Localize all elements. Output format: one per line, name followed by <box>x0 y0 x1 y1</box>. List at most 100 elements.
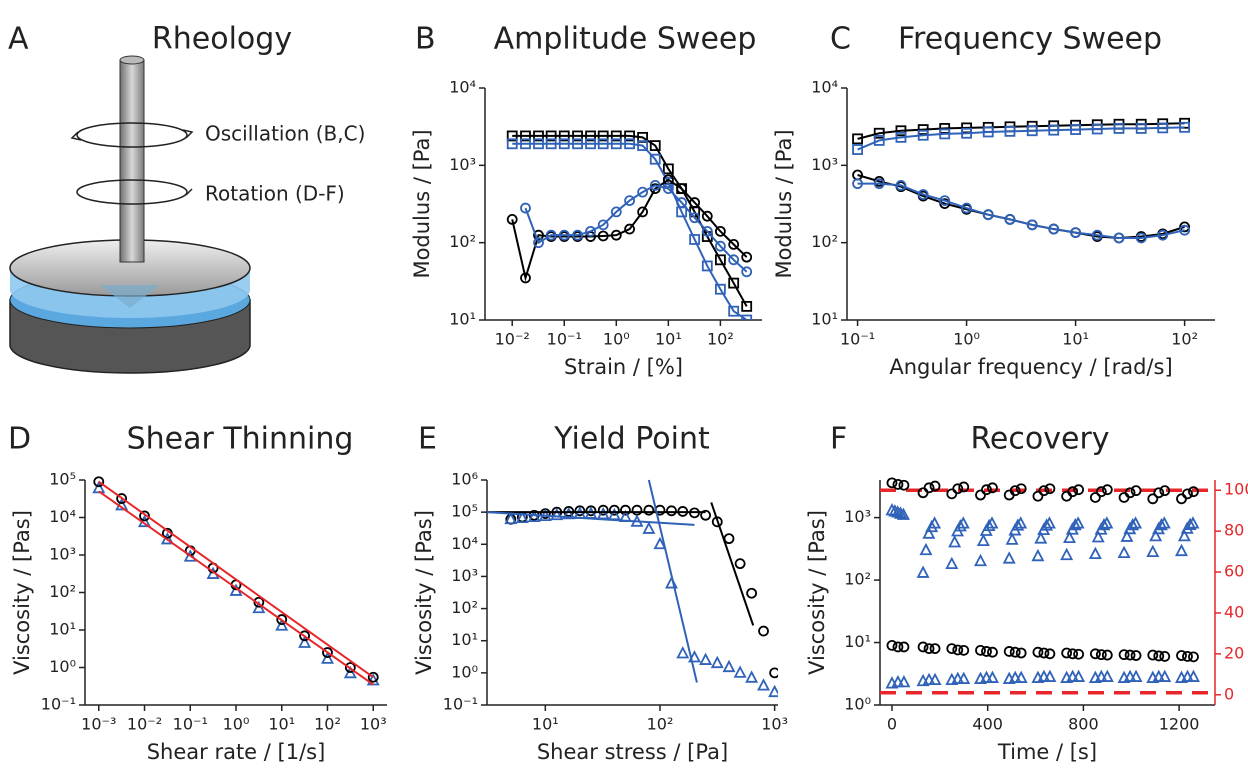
data-point <box>689 234 701 245</box>
data-point <box>701 225 713 237</box>
data-point <box>982 209 994 221</box>
data-point <box>1063 530 1077 543</box>
data-point <box>1157 122 1169 134</box>
plot-area <box>92 476 380 686</box>
data-point <box>1179 121 1191 133</box>
data-point <box>701 210 713 222</box>
data-point <box>637 206 648 218</box>
data-point <box>1120 529 1134 542</box>
data-point <box>1153 650 1165 662</box>
data-point <box>1089 648 1101 660</box>
data-point <box>139 510 150 522</box>
data-point <box>917 487 929 499</box>
data-point <box>1060 547 1074 561</box>
chart-panel: C Frequency Sweep 10⁻¹ 10⁰ 10¹ 10² 10¹ 10² 10³ 10… <box>772 22 1215 379</box>
data-point <box>710 655 724 669</box>
data-point <box>506 130 518 142</box>
data-point <box>585 130 596 142</box>
data-point <box>572 229 583 241</box>
data-point <box>1118 649 1130 661</box>
data-point <box>1097 517 1111 531</box>
chart-title: Recovery <box>970 422 1109 457</box>
data-point <box>987 482 998 494</box>
data-point <box>1014 670 1028 683</box>
y-tick-label: 10⁻¹ <box>41 695 76 714</box>
x-tick-label: 1200 <box>1159 715 1200 734</box>
data-point <box>1154 517 1168 531</box>
data-point <box>873 178 885 190</box>
y-tick-label: 10³ <box>449 155 476 174</box>
x-tick-label: 10³ <box>761 715 788 734</box>
data-point <box>275 618 289 631</box>
y-axis-label: Modulus / [Pa] <box>772 129 796 278</box>
diagram-label: Oscillation (B,C) <box>205 122 365 146</box>
data-point <box>898 479 910 491</box>
data-point <box>93 476 105 488</box>
data-point <box>987 646 998 658</box>
data-point <box>653 536 667 550</box>
data-point <box>929 643 941 654</box>
data-point <box>320 651 334 664</box>
y-tick-label: 10² <box>451 598 478 617</box>
data-point <box>923 643 935 654</box>
data-point <box>1179 224 1191 236</box>
data-point <box>1042 516 1056 529</box>
data-point <box>1135 232 1147 244</box>
data-point <box>733 665 747 678</box>
data-point <box>1004 213 1016 225</box>
data-point <box>886 477 898 489</box>
x-tick-label: 10¹ <box>655 330 682 349</box>
panel-letter: A <box>8 22 29 57</box>
data-point <box>769 667 778 679</box>
data-point <box>1073 484 1085 496</box>
data-point <box>649 140 661 151</box>
data-point <box>624 138 635 150</box>
data-point <box>608 504 620 516</box>
series-line <box>647 479 698 683</box>
x-axis-label: Strain / [%] <box>564 355 683 379</box>
x-tick-label: 10¹ <box>268 715 295 734</box>
data-point <box>1100 516 1114 529</box>
data-point <box>1038 647 1050 659</box>
data-point <box>714 240 726 252</box>
data-point <box>1130 485 1142 497</box>
data-point <box>1040 518 1054 531</box>
data-point <box>956 516 970 529</box>
data-point <box>506 138 518 150</box>
x-tick-label: 0 <box>887 715 897 734</box>
data-point <box>896 507 910 520</box>
data-point <box>722 659 736 673</box>
data-point <box>1091 229 1103 241</box>
data-point <box>1159 485 1171 497</box>
data-point <box>892 641 904 653</box>
data-point <box>928 516 942 529</box>
data-point <box>1147 493 1159 505</box>
y-tick-label: 10² <box>844 570 871 589</box>
data-point <box>597 138 609 150</box>
series-line <box>98 480 374 679</box>
data-point <box>728 254 740 266</box>
data-point <box>958 481 970 493</box>
diagram-label: Rotation (D-F) <box>205 182 345 206</box>
data-point <box>985 516 999 529</box>
data-point <box>741 251 753 263</box>
chart-title: Amplitude Sweep <box>494 22 757 57</box>
data-point <box>1182 488 1193 500</box>
x-axis-label: Angular frequency / [rad/s] <box>889 355 1172 379</box>
data-point <box>676 183 688 195</box>
data-point <box>898 641 910 653</box>
data-point <box>714 254 726 266</box>
data-point <box>620 504 631 516</box>
data-point <box>504 511 518 525</box>
plot-area <box>880 477 1215 695</box>
data-point <box>574 505 586 517</box>
data-point <box>610 130 622 142</box>
data-point <box>1048 223 1060 235</box>
data-point <box>976 533 990 547</box>
data-point <box>1130 650 1142 661</box>
data-point <box>961 127 972 139</box>
data-point <box>585 138 596 150</box>
data-point <box>676 646 690 659</box>
data-point <box>597 504 609 516</box>
